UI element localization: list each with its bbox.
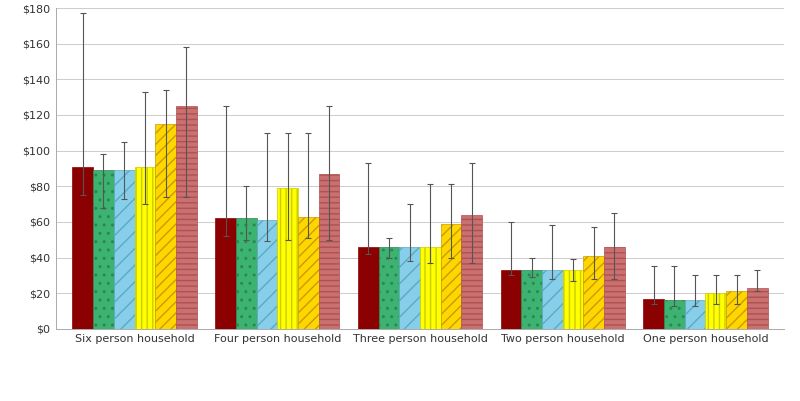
Bar — [441, 224, 462, 329]
Bar — [664, 300, 685, 329]
Bar — [358, 247, 378, 329]
Bar — [73, 167, 93, 329]
Bar — [378, 247, 399, 329]
Bar — [114, 170, 134, 329]
Bar — [399, 247, 420, 329]
Bar — [93, 170, 114, 329]
Bar — [706, 293, 726, 329]
Bar — [522, 270, 542, 329]
Bar — [257, 220, 278, 329]
Bar — [134, 167, 155, 329]
Bar — [298, 217, 318, 329]
Bar — [501, 270, 522, 329]
Bar — [562, 270, 583, 329]
Bar — [542, 270, 562, 329]
Bar — [278, 188, 298, 329]
Bar — [155, 124, 176, 329]
Bar — [685, 300, 706, 329]
Bar — [726, 292, 747, 329]
Bar — [462, 215, 482, 329]
Bar — [318, 174, 339, 329]
Bar — [604, 247, 625, 329]
Bar — [747, 288, 767, 329]
Bar — [420, 247, 441, 329]
Bar — [215, 218, 236, 329]
Bar — [236, 218, 257, 329]
Bar — [176, 106, 197, 329]
Bar — [583, 256, 604, 329]
Bar — [643, 298, 664, 329]
